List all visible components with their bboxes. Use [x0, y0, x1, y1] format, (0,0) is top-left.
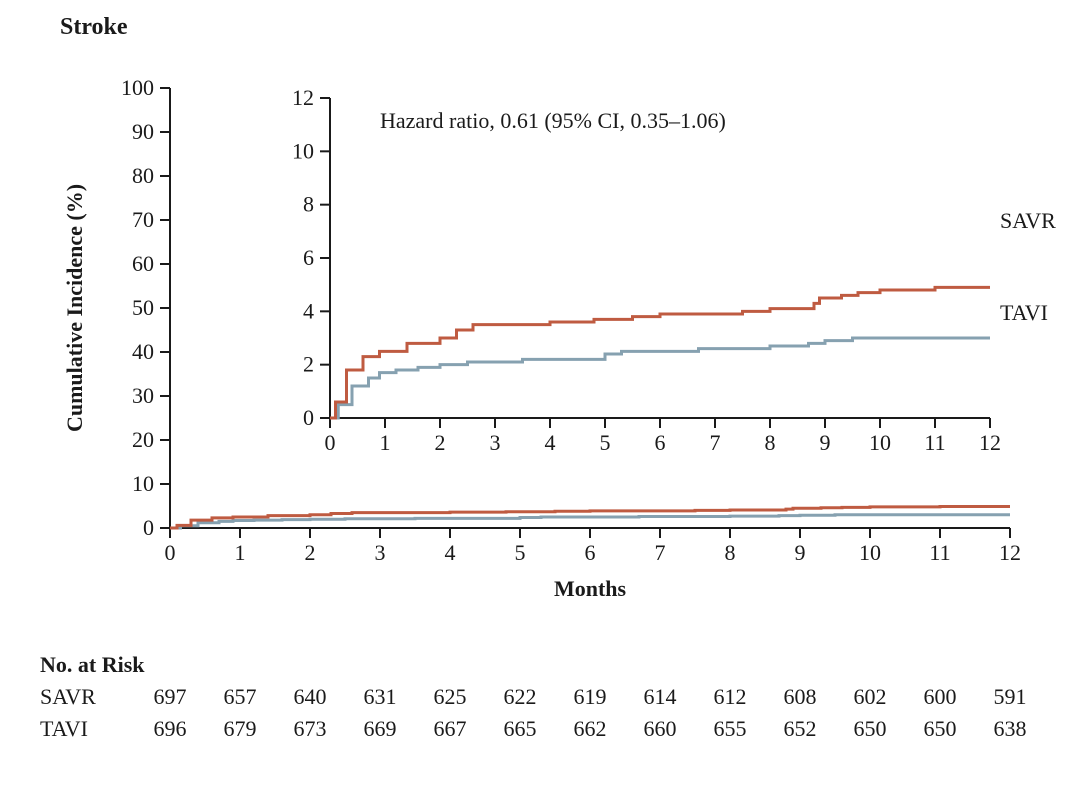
- main-x-tick-label: 4: [445, 540, 456, 565]
- risk-cell: 657: [224, 684, 257, 709]
- main-x-tick-label: 7: [655, 540, 666, 565]
- risk-cell: 696: [154, 716, 187, 741]
- risk-cell: 602: [854, 684, 887, 709]
- main-x-tick-label: 12: [999, 540, 1021, 565]
- risk-cell: 655: [714, 716, 747, 741]
- inset-x-tick-label: 6: [655, 430, 666, 455]
- inset-y-tick-label: 2: [303, 352, 314, 377]
- risk-cell: 591: [994, 684, 1027, 709]
- inset-label-tavi: TAVI: [1000, 300, 1048, 325]
- risk-cell: 650: [924, 716, 957, 741]
- main-x-tick-label: 5: [515, 540, 526, 565]
- inset-x-tick-label: 10: [869, 430, 891, 455]
- main-y-tick-label: 80: [132, 163, 154, 188]
- inset-x-tick-label: 3: [490, 430, 501, 455]
- inset-label-savr: SAVR: [1000, 208, 1056, 233]
- inset-x-tick-label: 1: [380, 430, 391, 455]
- chart-title: Stroke: [60, 14, 128, 40]
- inset-series-tavi: [330, 338, 990, 418]
- main-y-tick-label: 10: [132, 471, 154, 496]
- inset-x-tick-label: 0: [325, 430, 336, 455]
- inset-y-tick-label: 4: [303, 298, 314, 323]
- risk-cell: 667: [434, 716, 467, 741]
- inset-x-tick-label: 8: [765, 430, 776, 455]
- risk-cell: 614: [644, 684, 677, 709]
- risk-table-title: No. at Risk: [40, 652, 145, 677]
- risk-cell: 600: [924, 684, 957, 709]
- inset-y-tick-label: 8: [303, 192, 314, 217]
- inset-y-tick-label: 6: [303, 245, 314, 270]
- inset-x-tick-label: 9: [820, 430, 831, 455]
- risk-cell: 638: [994, 716, 1027, 741]
- risk-cell: 652: [784, 716, 817, 741]
- inset-x-tick-label: 4: [545, 430, 556, 455]
- inset-y-tick-label: 0: [303, 405, 314, 430]
- stroke-km-figure: Stroke0102030405060708090100012345678910…: [0, 0, 1080, 786]
- risk-cell: 608: [784, 684, 817, 709]
- main-x-tick-label: 11: [929, 540, 950, 565]
- risk-cell: 612: [714, 684, 747, 709]
- main-y-tick-label: 100: [121, 75, 154, 100]
- hazard-ratio-annotation: Hazard ratio, 0.61 (95% CI, 0.35–1.06): [380, 108, 726, 133]
- risk-cell: 625: [434, 684, 467, 709]
- risk-cell: 669: [364, 716, 397, 741]
- risk-cell: 660: [644, 716, 677, 741]
- risk-cell: 650: [854, 716, 887, 741]
- risk-row-label: TAVI: [40, 716, 88, 741]
- main-x-tick-label: 8: [725, 540, 736, 565]
- main-y-tick-label: 0: [143, 515, 154, 540]
- risk-cell: 640: [294, 684, 327, 709]
- main-y-tick-label: 40: [132, 339, 154, 364]
- main-x-tick-label: 6: [585, 540, 596, 565]
- risk-cell: 662: [574, 716, 607, 741]
- main-x-tick-label: 10: [859, 540, 881, 565]
- inset-x-tick-label: 12: [979, 430, 1001, 455]
- main-y-tick-label: 70: [132, 207, 154, 232]
- inset-x-tick-label: 7: [710, 430, 721, 455]
- inset-x-tick-label: 11: [924, 430, 945, 455]
- inset-x-tick-label: 2: [435, 430, 446, 455]
- main-x-tick-label: 0: [165, 540, 176, 565]
- main-y-axis-label: Cumulative Incidence (%): [62, 184, 87, 432]
- main-y-tick-label: 20: [132, 427, 154, 452]
- inset-x-tick-label: 5: [600, 430, 611, 455]
- inset-y-tick-label: 10: [292, 138, 314, 163]
- main-y-tick-label: 30: [132, 383, 154, 408]
- risk-row-label: SAVR: [40, 684, 96, 709]
- inset-y-tick-label: 12: [292, 85, 314, 110]
- risk-cell: 673: [294, 716, 327, 741]
- main-x-tick-label: 3: [375, 540, 386, 565]
- risk-cell: 665: [504, 716, 537, 741]
- main-x-tick-label: 2: [305, 540, 316, 565]
- main-x-axis-label: Months: [554, 576, 627, 601]
- risk-cell: 679: [224, 716, 257, 741]
- main-x-tick-label: 9: [795, 540, 806, 565]
- risk-cell: 697: [154, 684, 187, 709]
- main-y-tick-label: 50: [132, 295, 154, 320]
- risk-cell: 622: [504, 684, 537, 709]
- main-y-tick-label: 90: [132, 119, 154, 144]
- main-y-tick-label: 60: [132, 251, 154, 276]
- risk-cell: 631: [364, 684, 397, 709]
- main-x-tick-label: 1: [235, 540, 246, 565]
- risk-cell: 619: [574, 684, 607, 709]
